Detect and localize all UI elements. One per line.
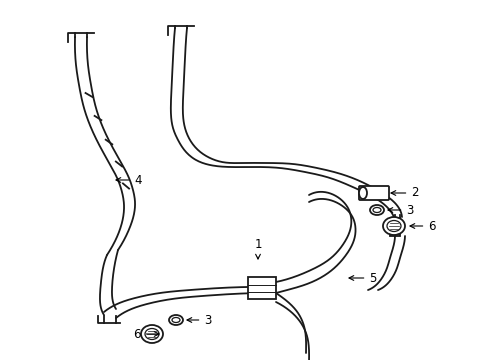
- Text: 6: 6: [133, 328, 159, 341]
- Ellipse shape: [369, 205, 383, 215]
- FancyBboxPatch shape: [247, 277, 275, 299]
- Ellipse shape: [141, 325, 163, 343]
- Text: 1: 1: [254, 238, 261, 259]
- Text: 3: 3: [186, 314, 211, 327]
- Ellipse shape: [169, 315, 183, 325]
- Ellipse shape: [172, 318, 180, 323]
- Text: 3: 3: [387, 203, 413, 216]
- Ellipse shape: [358, 187, 366, 199]
- Ellipse shape: [382, 217, 404, 235]
- Text: 6: 6: [409, 220, 435, 233]
- Text: 2: 2: [390, 186, 418, 199]
- Ellipse shape: [372, 207, 380, 212]
- Text: 5: 5: [348, 271, 376, 284]
- FancyBboxPatch shape: [358, 186, 388, 200]
- Ellipse shape: [145, 328, 159, 339]
- Ellipse shape: [386, 220, 400, 231]
- Text: 4: 4: [116, 174, 142, 186]
